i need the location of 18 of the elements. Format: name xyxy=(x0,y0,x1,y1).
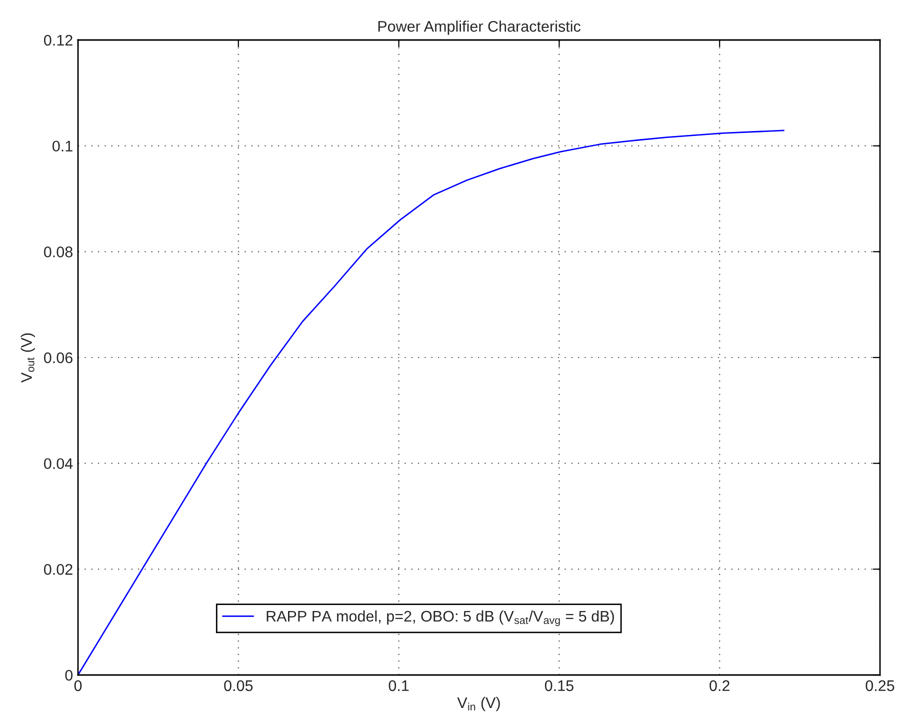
legend-label: RAPP PA model, p=2, OBO: 5 dB (V$_{sat}$/V$_{avg}$ = 5 dB) xyxy=(266,610,614,626)
y-tick-label: 0.12 xyxy=(44,34,72,46)
y-tick-label: 0.06 xyxy=(44,352,72,364)
x-tick-label: 0.15 xyxy=(544,680,574,692)
line-series xyxy=(78,130,784,675)
y-tick-label: 0 xyxy=(65,670,73,681)
y-tick-label: 0.04 xyxy=(44,458,73,470)
chart-title: Power Amplifier Characteristic xyxy=(378,20,580,35)
y-tick-label: 0.08 xyxy=(44,246,72,258)
y-axis-title: V$_{out}$ (V) xyxy=(20,333,35,383)
x-tick-label: 0 xyxy=(74,680,82,692)
x-tick-label: 0.2 xyxy=(710,680,730,692)
x-tick-label: 0.1 xyxy=(388,680,409,692)
y-tick-label: 0.02 xyxy=(44,564,72,575)
x-tick-label: 0.05 xyxy=(224,680,253,692)
y-tick-label: 0.1 xyxy=(52,140,72,152)
x-tick-label: 0.25 xyxy=(866,680,894,692)
x-axis-title: V$_{in}$ (V) xyxy=(457,696,500,712)
